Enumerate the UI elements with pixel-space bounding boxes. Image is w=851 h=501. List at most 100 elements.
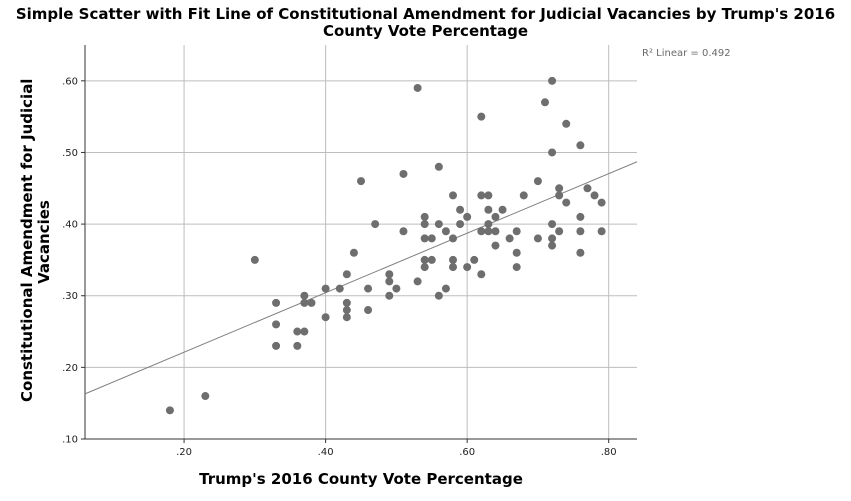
data-point-12 — [321, 284, 330, 293]
data-point-6 — [293, 327, 302, 336]
data-point-29 — [399, 227, 408, 236]
data-point-51 — [463, 263, 472, 272]
data-point-73 — [548, 76, 557, 85]
data-point-78 — [555, 184, 564, 193]
y-tick-label-1: .20 — [62, 363, 78, 374]
x-tick-label-0: .20 — [176, 447, 192, 458]
data-point-31 — [413, 277, 422, 286]
data-point-4 — [272, 320, 281, 329]
data-point-20 — [357, 177, 365, 186]
data-point-70 — [533, 177, 542, 186]
data-point-23 — [371, 220, 380, 229]
data-point-74 — [548, 148, 557, 157]
data-point-30 — [413, 83, 422, 92]
data-point-84 — [576, 212, 585, 221]
y-tick-label-0: .10 — [62, 435, 78, 446]
data-point-65 — [505, 234, 514, 243]
chart-title: Simple Scatter with Fit Line of Constitu… — [0, 6, 851, 40]
data-point-34 — [420, 234, 429, 243]
data-point-17 — [342, 306, 351, 315]
data-point-90 — [597, 227, 606, 236]
data-point-87 — [583, 184, 592, 193]
data-point-33 — [420, 220, 429, 229]
data-point-8 — [300, 291, 309, 300]
data-point-57 — [484, 191, 493, 200]
data-point-89 — [597, 198, 606, 207]
data-point-13 — [321, 313, 330, 322]
x-tick-label-2: .60 — [459, 447, 475, 458]
data-point-18 — [342, 313, 351, 322]
y-axis-label-line-1: Constitutional Amendment for Judicial — [18, 78, 36, 402]
data-point-67 — [512, 248, 521, 257]
data-point-48 — [456, 205, 465, 214]
data-point-47 — [449, 263, 457, 272]
y-tick-label-4: .50 — [62, 148, 78, 159]
data-point-1 — [201, 392, 210, 401]
data-point-54 — [477, 191, 486, 200]
data-point-21 — [364, 284, 373, 293]
data-point-69 — [519, 191, 528, 200]
data-point-82 — [562, 198, 571, 207]
y-tick-label-5: .60 — [62, 76, 78, 87]
data-point-45 — [449, 234, 457, 243]
data-point-49 — [456, 220, 465, 229]
data-point-43 — [441, 284, 450, 293]
data-point-85 — [576, 227, 585, 236]
data-point-35 — [420, 255, 429, 264]
data-point-3 — [272, 298, 281, 307]
data-point-77 — [548, 241, 557, 250]
y-tick-label-3: .40 — [62, 220, 78, 231]
data-point-79 — [555, 191, 564, 200]
data-point-16 — [342, 298, 351, 307]
data-point-63 — [491, 241, 500, 250]
data-point-75 — [548, 220, 557, 229]
chart-title-line-2: County Vote Percentage — [322, 22, 528, 40]
data-point-11 — [307, 298, 316, 307]
data-point-42 — [441, 227, 450, 236]
data-point-28 — [399, 169, 408, 178]
data-point-88 — [590, 191, 599, 200]
data-point-38 — [427, 255, 436, 264]
data-point-22 — [364, 306, 373, 315]
data-point-53 — [477, 112, 486, 121]
data-point-60 — [484, 227, 493, 236]
data-point-14 — [335, 284, 344, 293]
x-tick-label-3: .80 — [601, 447, 617, 458]
data-point-15 — [342, 270, 351, 279]
data-point-71 — [533, 234, 542, 243]
data-point-46 — [449, 255, 457, 264]
x-tick-label-1: .40 — [318, 447, 334, 458]
y-axis-label-line-2: Vacancies — [35, 200, 53, 284]
data-point-66 — [512, 227, 521, 236]
data-point-81 — [562, 119, 571, 128]
data-point-19 — [349, 248, 358, 257]
data-point-10 — [300, 327, 309, 336]
data-point-5 — [272, 341, 281, 350]
data-point-80 — [555, 227, 564, 236]
data-point-72 — [541, 98, 549, 107]
data-point-24 — [385, 270, 394, 279]
data-point-9 — [300, 298, 309, 307]
data-point-0 — [165, 406, 174, 415]
y-axis-label: Constitutional Amendment for Judicial Va… — [18, 78, 53, 402]
data-point-2 — [250, 255, 259, 264]
data-point-39 — [434, 162, 443, 171]
data-point-41 — [434, 291, 443, 300]
data-point-64 — [498, 205, 507, 214]
data-point-25 — [385, 277, 394, 286]
chart-title-line-1: Simple Scatter with Fit Line of Constitu… — [15, 5, 836, 23]
data-point-26 — [385, 291, 394, 300]
data-point-50 — [463, 212, 472, 221]
data-point-40 — [434, 220, 443, 229]
data-point-83 — [576, 141, 585, 150]
data-point-86 — [576, 248, 585, 257]
data-point-62 — [491, 227, 500, 236]
data-point-44 — [449, 191, 457, 200]
data-point-52 — [470, 255, 479, 264]
data-point-27 — [392, 284, 401, 293]
data-point-56 — [477, 270, 486, 279]
data-point-59 — [484, 220, 493, 229]
r-squared-annotation: R² Linear = 0.492 — [642, 48, 731, 59]
